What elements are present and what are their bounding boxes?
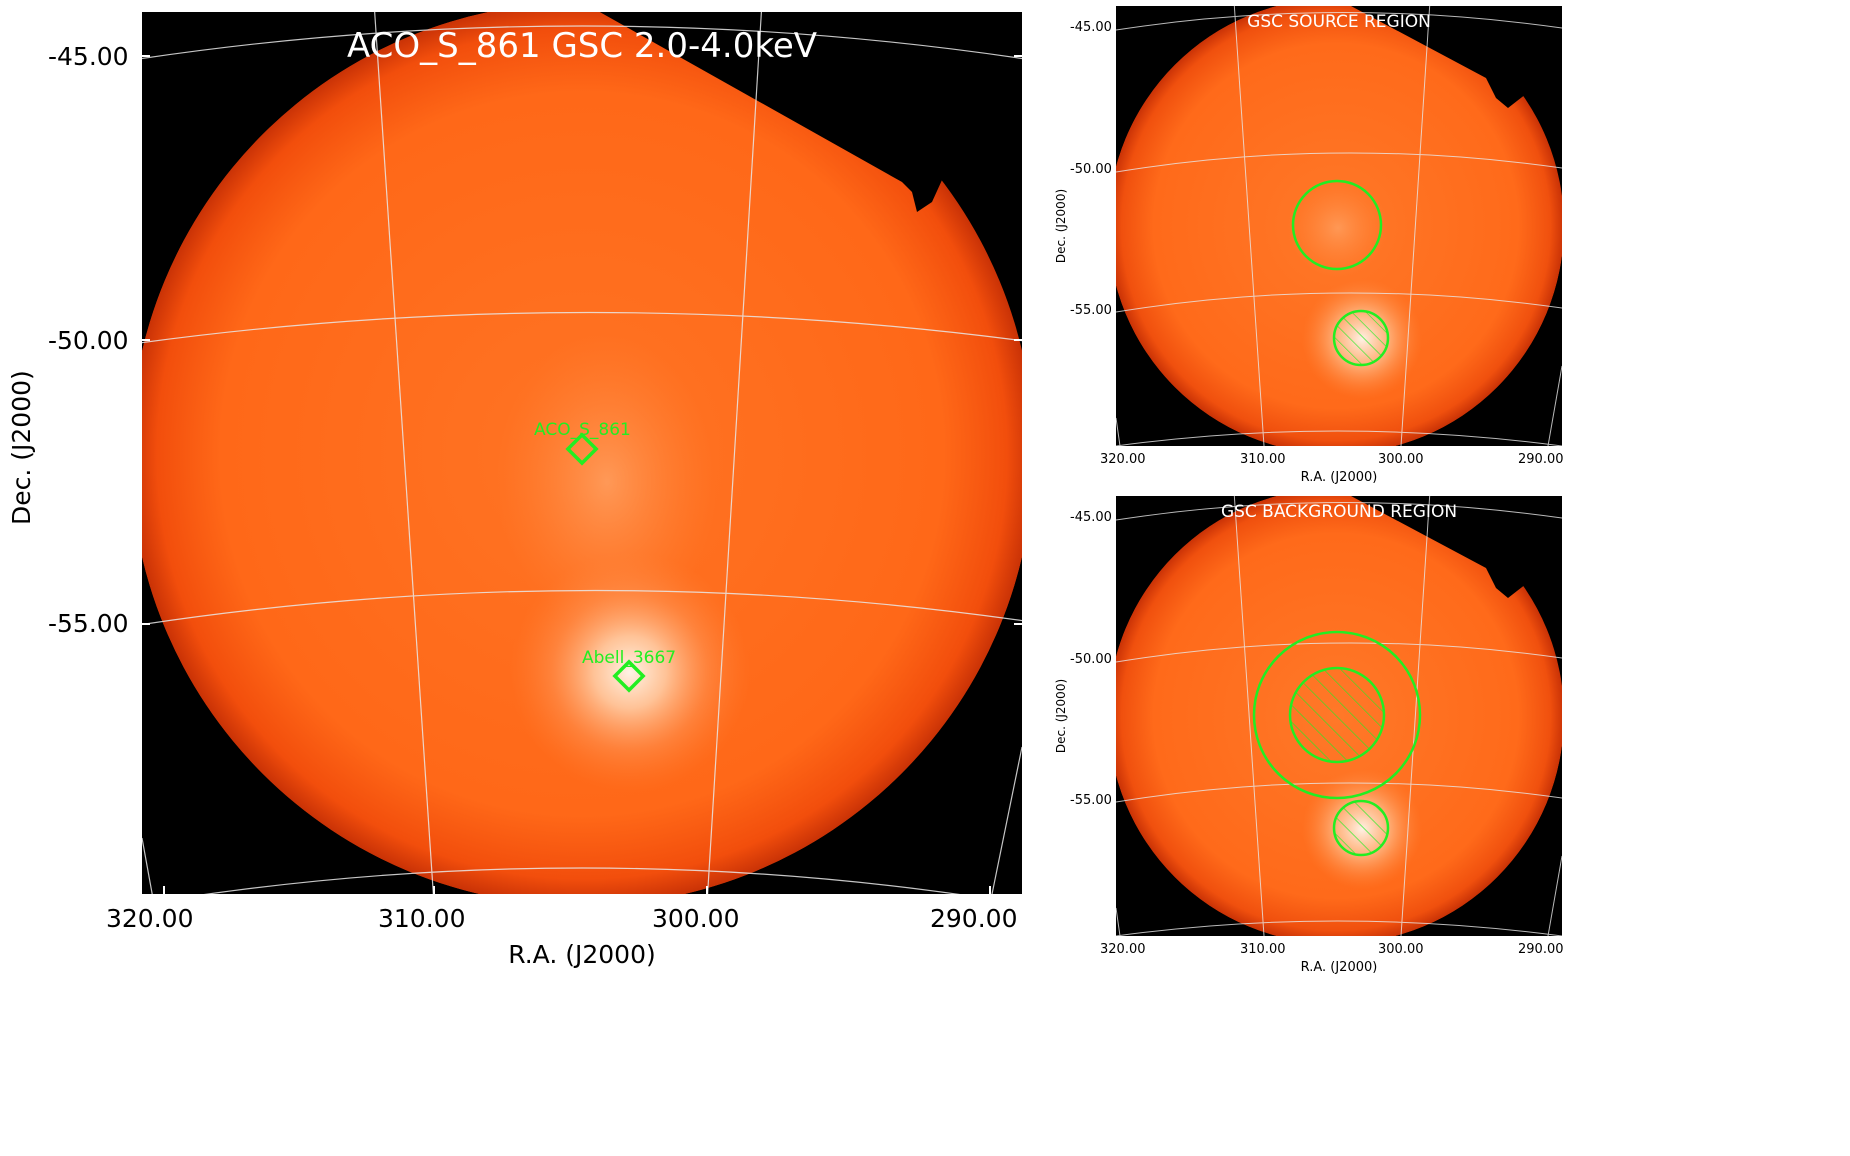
- source-ytick-3: -55.00: [1070, 303, 1112, 318]
- main-xtick-4: 290.00: [930, 904, 1018, 933]
- background-region-image: [1116, 496, 1562, 936]
- source-circle: [1291, 179, 1383, 271]
- background-xlabel: R.A. (J2000): [1300, 960, 1378, 975]
- excluded-source-circle: [1332, 309, 1390, 367]
- marker-abell-3667: [612, 659, 646, 693]
- source-xtick-1: 320.00: [1100, 452, 1146, 467]
- background-xtick-2: 310.00: [1240, 942, 1286, 957]
- source-title: GSC SOURCE REGION: [1247, 12, 1431, 32]
- background-xtick-4: 290.00: [1518, 942, 1564, 957]
- background-ytick-1: -45.00: [1070, 510, 1112, 525]
- source-xtick-4: 290.00: [1518, 452, 1564, 467]
- main-ytick-3: -55.00: [48, 609, 129, 638]
- source-xtick-2: 310.00: [1240, 452, 1286, 467]
- main-ytick-1: -45.00: [48, 42, 129, 71]
- edge-ticks: [142, 55, 1022, 894]
- source-xlabel: R.A. (J2000): [1300, 470, 1378, 485]
- background-region-map: GSC BACKGROUND REGION: [1116, 496, 1562, 936]
- bright-source-glow: [510, 552, 750, 792]
- source-region-map: GSC SOURCE REGION: [1116, 6, 1562, 446]
- background-annulus-inner: [1288, 666, 1386, 764]
- background-annulus-outer: [1252, 630, 1422, 800]
- source-ytick-2: -50.00: [1070, 162, 1112, 177]
- main-xtick-3: 300.00: [652, 904, 740, 933]
- background-xtick-1: 320.00: [1100, 942, 1146, 957]
- background-xtick-3: 300.00: [1378, 942, 1424, 957]
- background-ylabel: Dec. (J2000): [1054, 678, 1068, 754]
- source-ytick-1: -45.00: [1070, 20, 1112, 35]
- main-ylabel: Dec. (J2000): [7, 370, 36, 525]
- excluded-source-circle: [1332, 799, 1390, 857]
- source-ylabel: Dec. (J2000): [1054, 188, 1068, 264]
- coordinate-grid: [142, 12, 1022, 894]
- main-sky-map: ACO_S_861 GSC 2.0-4.0keV ACO_S_861 Abell…: [142, 12, 1022, 894]
- marker-label-abell-3667: Abell_3667: [582, 648, 677, 668]
- main-title: ACO_S_861 GSC 2.0-4.0keV: [347, 26, 817, 66]
- main-ytick-2: -50.00: [48, 326, 129, 355]
- main-sky-image: [142, 12, 1022, 894]
- marker-aco-s-861: [565, 432, 599, 466]
- marker-label-aco-s-861: ACO_S_861: [534, 420, 631, 440]
- source-xtick-3: 300.00: [1378, 452, 1424, 467]
- background-ytick-3: -55.00: [1070, 793, 1112, 808]
- background-title: GSC BACKGROUND REGION: [1220, 502, 1458, 522]
- source-region-image: [1116, 6, 1562, 446]
- background-ytick-2: -50.00: [1070, 652, 1112, 667]
- main-xtick-2: 310.00: [378, 904, 466, 933]
- main-xtick-1: 320.00: [106, 904, 194, 933]
- main-xlabel: R.A. (J2000): [508, 940, 656, 969]
